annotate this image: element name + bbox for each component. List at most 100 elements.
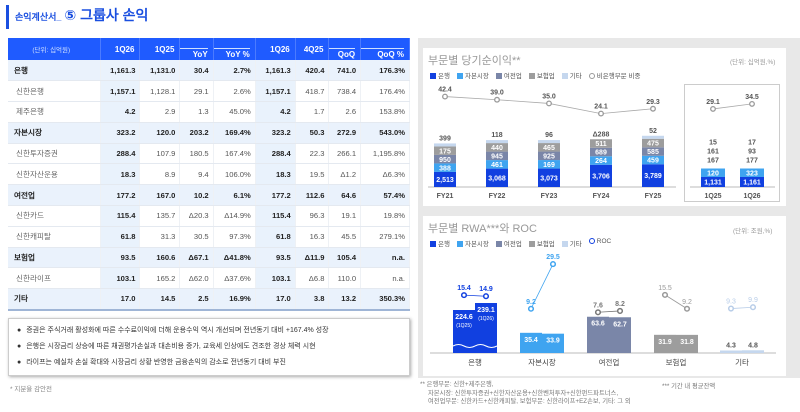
roc-line (730, 306, 754, 309)
ratio-label: 42.4 (438, 87, 452, 94)
data-label: 3,706 (592, 173, 610, 180)
x-tick-label: FY25 (645, 193, 662, 200)
roc-label: 9.2 (682, 299, 692, 306)
legend-swatch-icon (561, 73, 568, 79)
ratio-point (494, 96, 500, 103)
data-label: 177 (746, 158, 758, 165)
roc-label: 9.2 (526, 299, 536, 306)
table-cell: 2.5 (179, 288, 214, 311)
x-tick-label: FY22 (489, 193, 506, 200)
table-cell: 8.9 (139, 163, 181, 186)
data-label: 52 (649, 128, 657, 135)
data-label: 945 (491, 153, 503, 160)
roc-point (749, 304, 757, 311)
table-cell: 2.7% (213, 60, 256, 82)
table-cell: 288.4 (254, 143, 296, 165)
table-cell: 19.8% (360, 205, 410, 227)
table-cell: 93.5 (254, 247, 296, 269)
roc-line (463, 294, 487, 297)
row-label: 신한라이프 (8, 267, 101, 290)
row-label: 은행 (8, 60, 101, 82)
chart-unit: (단위: 조원,%) (733, 228, 773, 235)
legend-marker-icon (588, 238, 595, 244)
column-header: 1Q26 (100, 38, 141, 60)
table-cell: Δ1.2 (328, 163, 362, 186)
bullet-item: 라이프는 예실차 손실 확대와 시장금리 상황 반영한 금융손익의 감소로 전년… (17, 355, 401, 371)
table-cell: 61.8 (254, 226, 296, 248)
table-cell: 2.9 (139, 101, 181, 123)
column-header-label: YoY % (213, 48, 250, 59)
table-row: 신한카드 115.4 135.7 Δ20.3 Δ14.9% 115.4 96.3 19.1 19… (8, 205, 410, 227)
row-label: 제주은행 (8, 101, 101, 123)
table-cell: 9.4 (179, 163, 214, 186)
table-cell: 165.2 (139, 267, 181, 290)
table-cell: 288.4 (100, 143, 141, 165)
table-cell: 167.4% (213, 143, 256, 165)
legend-item: 보험업 (528, 70, 555, 80)
column-header: QoQ % (360, 38, 410, 60)
bar-segment (590, 147, 612, 157)
table-cell: 16.3 (295, 226, 330, 248)
table-cell: Δ62.0 (179, 267, 214, 290)
ratio-label: 34.5 (745, 94, 759, 101)
table-cell: 1,157.1 (100, 80, 141, 103)
ratio-label: 39.0 (490, 90, 504, 97)
x-tick-label: 보험업 (666, 358, 687, 367)
table-row: 여전업 177.2 167.0 10.2 6.1% 177.2 112.6 64.6 57.4% (8, 184, 410, 207)
x-tick-label: FY23 (541, 193, 558, 200)
data-label: 440 (491, 145, 503, 152)
data-label: 1,131 (704, 180, 722, 187)
table-cell: 1,131.0 (139, 60, 181, 82)
x-tick-label: FY21 (437, 193, 454, 200)
footnote-line: ** 은행부문: 신한+제주은행, (420, 381, 494, 388)
data-label: 96 (545, 132, 553, 139)
data-label: 585 (647, 149, 659, 156)
table-cell: 741.0 (328, 60, 362, 82)
data-label: 689 (595, 150, 607, 157)
footnote-line: 자본시장: 신한투자증권+신한자산운용+신한벤처투자+신한펀드파트너스, (428, 389, 619, 397)
ratio-label: 29.3 (646, 99, 660, 106)
data-label: 3,068 (488, 175, 506, 182)
roc-label: 9.9 (748, 297, 758, 304)
page-subtitle: 손익계산서_ (15, 12, 62, 22)
period-label: (1Q26) (478, 316, 494, 322)
column-header: YoY (179, 38, 214, 60)
axis-break-icon (452, 344, 476, 348)
bar-segment (486, 140, 508, 144)
table-cell: 57.4% (360, 184, 410, 207)
row-label: 신한캐피탈 (8, 226, 101, 248)
ratio-label: 29.1 (706, 99, 720, 106)
rwa-label: 31.8 (680, 339, 694, 346)
table-cell: Δ67.1 (179, 247, 214, 269)
table-cell: 160.6 (139, 247, 181, 269)
table-cell: n.a. (360, 267, 410, 290)
table-row: 은행 1,161.3 1,131.0 30.4 2.7% 1,161.3 420.4 741.… (8, 60, 410, 82)
data-label: 925 (543, 153, 555, 160)
roc-line (664, 294, 688, 310)
roc-point (661, 291, 669, 298)
legend-swatch-icon (456, 73, 463, 79)
table-cell: 1.3 (179, 101, 214, 123)
bar-segment (701, 168, 725, 177)
roc-label: 29.5 (546, 254, 560, 261)
data-label: 2,513 (436, 177, 454, 184)
data-label: 169 (543, 162, 555, 169)
column-header-label: QoQ (329, 48, 356, 59)
rwa-bar (742, 350, 764, 353)
chart-title: 부문별 RWA***와 ROC (428, 223, 537, 235)
rwa-bar (453, 310, 475, 353)
legend-item: 기타 (561, 70, 582, 80)
table-row: 신한라이프 103.1 165.2 Δ62.0 Δ37.6% 103.1 Δ6.8 110.0… (8, 267, 410, 290)
roc-point (727, 305, 735, 312)
bar-segment (538, 151, 560, 161)
table-cell: 16.9% (213, 288, 256, 311)
bar-segment (740, 177, 764, 187)
table-row: 기타 17.0 14.5 2.5 16.9% 17.0 3.8 13.2 350.3% (8, 288, 410, 311)
x-tick-label: 1Q26 (743, 193, 760, 200)
table-row: 신한투자증권 288.4 107.9 180.5 167.4% 288.4 22.3 266.… (8, 143, 410, 165)
rwa-bar (520, 332, 542, 353)
table-cell: 1,195.8% (360, 143, 410, 165)
table-cell: 420.4 (295, 60, 330, 82)
table-cell: 115.4 (254, 205, 296, 227)
